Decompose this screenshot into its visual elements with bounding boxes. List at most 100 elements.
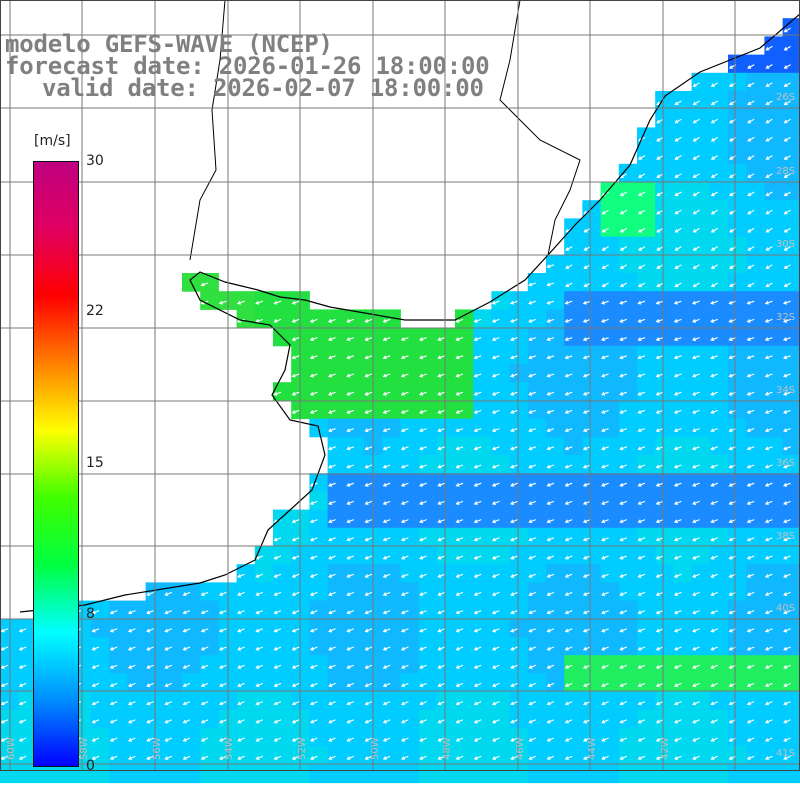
wind-arrow [583,264,591,269]
wind-arrow [655,537,664,542]
wind-arrow [473,646,482,651]
wind-arrow [419,409,427,414]
wind-arrow [710,537,719,542]
wind-arrow [601,209,609,215]
wind-arrow [746,337,755,342]
wind-arrow [674,246,682,251]
wind-arrow [710,209,719,215]
lat-label: 30S [776,239,795,250]
wind-arrow [382,482,391,487]
wind-arrow [619,719,628,724]
wind-arrow [382,409,391,414]
wind-arrow [528,537,537,542]
wind-arrow [601,701,609,706]
wind-arrow [655,373,664,378]
wind-arrow [564,373,573,378]
wind-arrow [546,264,555,269]
wind-arrow [747,209,755,215]
wind-arrow [273,391,282,396]
wind-arrow [437,355,445,360]
wind-arrow [747,155,755,160]
wind-arrow [637,355,646,360]
wind-arrow [783,682,791,688]
wind-arrow [710,682,719,688]
wind-arrow [237,682,245,688]
wind-arrow [91,610,100,615]
wind-arrow [346,755,355,760]
wind-arrow [655,573,664,578]
wind-arrow [164,628,173,633]
wind-arrow [328,555,336,560]
wind-arrow [746,519,755,524]
wind-arrow [328,646,336,651]
wind-arrow [109,737,118,742]
wind-arrow [346,701,355,706]
wind-arrow [619,682,628,688]
wind-arrow [546,391,555,396]
wind-arrow [127,701,136,706]
wind-arrow [546,373,555,378]
wind-arrow [692,537,700,542]
wind-arrow [546,664,555,669]
wind-arrow [673,664,682,669]
wind-arrow [710,155,719,160]
wind-arrow [455,591,464,597]
wind-arrow [637,719,646,724]
wind-arrow [346,373,354,378]
wind-arrow [419,519,427,524]
wind-arrow [309,737,318,742]
wind-arrow [747,227,755,233]
wind-arrow [564,628,573,633]
wind-arrow [419,610,427,615]
wind-arrow [546,318,555,323]
wind-arrow [510,664,518,669]
wind-arrow [546,537,555,542]
wind-arrow [510,755,518,760]
wind-arrow [564,500,573,505]
wind-arrow [601,573,609,578]
wind-arrow [491,519,500,524]
wind-arrow [747,264,755,269]
wind-arrow [783,719,791,724]
wind-arrow [528,719,537,724]
wind-arrow [437,555,446,560]
wind-arrow [583,227,591,233]
wind-arrow [382,737,391,742]
lat-label: 40S [776,603,795,614]
wind-arrow [455,446,464,451]
wind-arrow [473,464,482,469]
wind-arrow [218,591,227,597]
wind-arrow [237,610,245,615]
wind-arrow [783,209,791,215]
wind-arrow [601,555,609,560]
wind-arrow [655,428,664,433]
wind-arrow [400,409,409,414]
wind-arrow [746,446,755,451]
wind-arrow [400,573,409,578]
wind-arrow [346,355,354,360]
wind-arrow [437,464,445,469]
wind-arrow [564,701,573,706]
wind-arrow [328,409,336,414]
wind-arrow [546,482,555,487]
wind-arrow [491,664,500,669]
wind-arrow [619,701,628,706]
wind-arrow [783,391,791,396]
wind-arrow [637,464,646,469]
wind-arrow [764,682,773,688]
wind-arrow [400,337,409,342]
wind-arrow [746,591,755,597]
wind-arrow [182,701,191,706]
wind-arrow [582,428,591,433]
wind-arrow [528,628,537,633]
wind-arrow [674,191,682,197]
wind-arrow [400,682,409,688]
wind-arrow [746,318,755,323]
wind-arrow [328,701,336,706]
wind-arrow [764,610,773,615]
wind-arrow [182,646,191,651]
wind-arrow [510,428,518,433]
wind-arrow [710,318,718,323]
wind-arrow [764,446,773,451]
wind-arrow [291,318,300,323]
